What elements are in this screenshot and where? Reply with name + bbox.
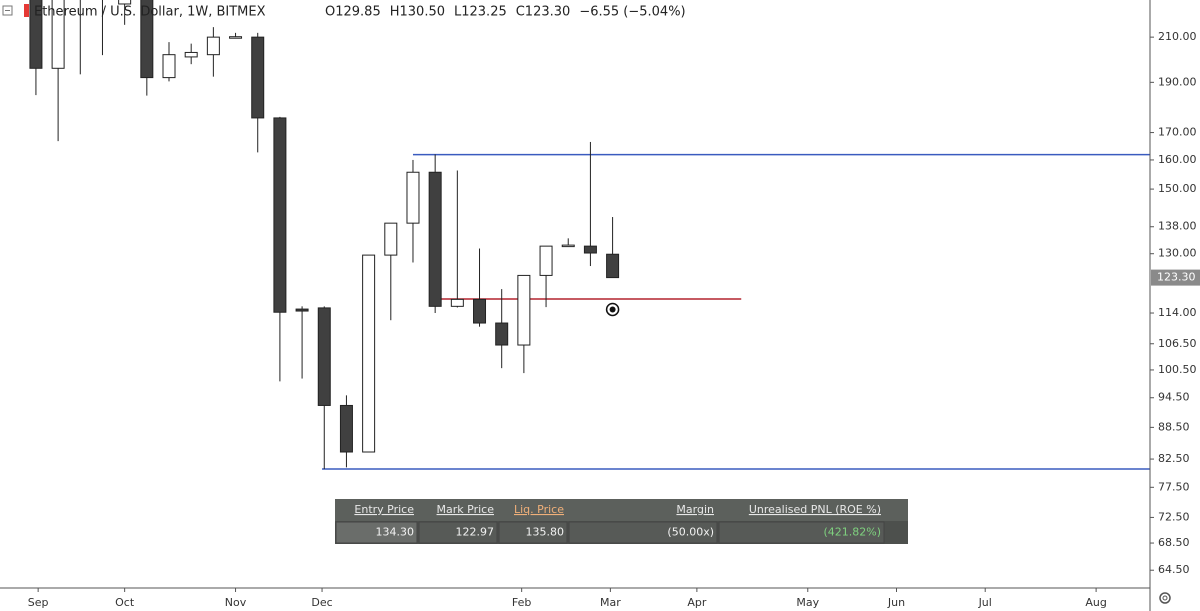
candle-body <box>428 171 442 307</box>
y-tick-label: 72.50 <box>1158 510 1190 523</box>
candle-body <box>539 245 553 276</box>
y-tick-label: 77.50 <box>1158 480 1190 493</box>
target-marker-dot <box>609 306 616 313</box>
table-cell <box>418 521 498 544</box>
candle-body <box>339 404 353 453</box>
x-tick-label: Oct <box>115 596 135 609</box>
candle-body <box>384 222 398 256</box>
candle-body <box>583 245 597 254</box>
table-value: (50.00x) <box>667 526 714 539</box>
candle-body <box>162 54 176 79</box>
candle-body <box>473 298 487 324</box>
candle-body <box>118 0 132 5</box>
y-tick-label: 106.50 <box>1158 337 1197 350</box>
x-tick-label: Mar <box>600 596 621 609</box>
x-tick-label: Sep <box>28 596 49 609</box>
y-tick-label: 94.50 <box>1158 391 1190 404</box>
ohlc-value: O129.85 <box>325 5 381 20</box>
y-tick-label: 210.00 <box>1158 30 1197 43</box>
table-value: 134.30 <box>376 526 415 539</box>
header: Ethereum / U.S. Dollar, 1W, BITMEX O129.… <box>34 5 686 20</box>
candle-body <box>561 244 575 248</box>
candle-body <box>51 0 65 69</box>
y-tick-label: 190.00 <box>1158 75 1197 88</box>
candle-body <box>206 36 220 56</box>
x-tick-label: Aug <box>1085 596 1106 609</box>
table-header: Margin <box>676 503 714 516</box>
candle-body <box>140 0 154 79</box>
position-table: Entry Price 134.30 Mark Price 122.97 Liq. Pr… <box>335 499 908 544</box>
y-tick-label: 82.50 <box>1158 452 1190 465</box>
candle-body <box>362 254 376 453</box>
candle-body <box>317 307 331 406</box>
x-tick-label: May <box>796 596 819 609</box>
y-tick-label: 64.50 <box>1158 563 1190 576</box>
collapse-icon[interactable] <box>2 5 13 16</box>
candle-body <box>295 308 309 312</box>
y-tick-label: 130.00 <box>1158 247 1197 260</box>
x-tick-label: Jul <box>978 596 992 609</box>
y-tick-label: 100.50 <box>1158 363 1197 376</box>
settings-hub <box>1162 595 1168 601</box>
x-tick-label: Jun <box>887 596 905 609</box>
y-tick-label: 150.00 <box>1158 182 1197 195</box>
x-tick-label: Apr <box>687 596 707 609</box>
ohlc-value: C123.30 <box>516 5 571 20</box>
candle-body <box>251 36 265 119</box>
table-cell <box>568 521 718 544</box>
candle-body <box>495 322 509 346</box>
y-tick-label: 114.00 <box>1158 306 1197 319</box>
x-tick-label: Nov <box>225 596 247 609</box>
table-header: Entry Price <box>354 503 414 516</box>
ohlc-value: H130.50 <box>390 5 445 20</box>
table-header: Liq. Price <box>514 503 564 516</box>
table-header-bg <box>335 499 908 521</box>
settings-gear <box>1159 592 1171 604</box>
plot-area <box>29 0 1150 470</box>
ohlc-value: L123.25 <box>454 5 507 20</box>
candle-body <box>606 253 620 279</box>
x-tick-label: Feb <box>512 596 531 609</box>
table-cell <box>498 521 568 544</box>
table-header: Mark Price <box>437 503 495 516</box>
candle-body <box>273 117 287 313</box>
y-tick-label: 170.00 <box>1158 126 1197 139</box>
candle-body <box>517 274 531 346</box>
price-label-box <box>1151 269 1200 286</box>
ohlc-value: −6.55 (−5.04%) <box>579 5 685 20</box>
candle-body <box>184 51 198 58</box>
table-value: 135.80 <box>526 526 565 539</box>
candle-body <box>229 36 243 39</box>
candle-body <box>406 171 420 224</box>
y-tick-label: 88.50 <box>1158 420 1190 433</box>
price-label: 123.30 <box>1157 271 1196 284</box>
table-cell <box>335 521 418 544</box>
table-cell <box>718 521 885 544</box>
y-tick-label: 68.50 <box>1158 536 1190 549</box>
settings-icon[interactable] <box>1159 592 1171 604</box>
y-tick-label: 138.00 <box>1158 220 1197 233</box>
y-tick-label: 160.00 <box>1158 153 1197 166</box>
table-value: 122.97 <box>456 526 495 539</box>
table-header: Unrealised PNL (ROE %) <box>749 503 881 516</box>
x-tick-label: Dec <box>311 596 332 609</box>
symbol-title: Ethereum / U.S. Dollar, 1W, BITMEX <box>34 5 266 20</box>
candle-body <box>29 0 43 69</box>
table-value: (421.82%) <box>823 526 881 539</box>
status-flag <box>24 4 29 17</box>
candle-body <box>450 298 464 307</box>
